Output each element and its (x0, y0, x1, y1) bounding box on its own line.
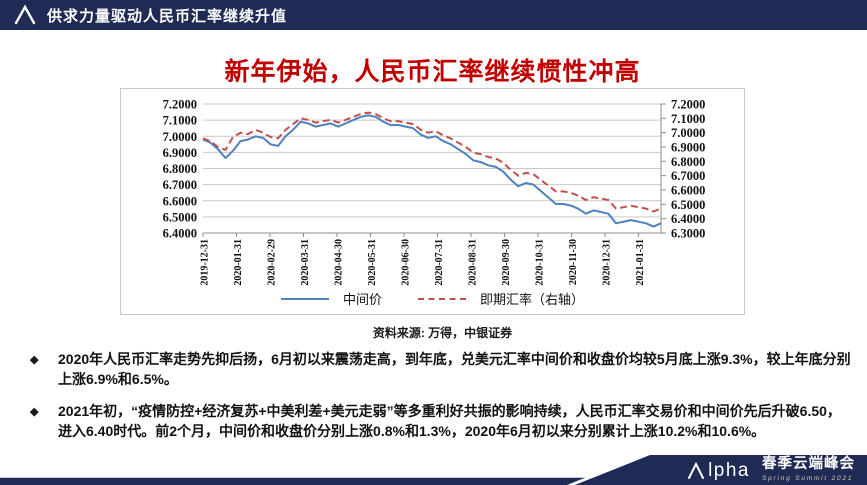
svg-text:7.0000: 7.0000 (163, 130, 197, 144)
svg-text:6.7000: 6.7000 (163, 178, 197, 192)
chart-legend: 中间价 即期汇率（右轴） (121, 289, 744, 308)
svg-text:6.5000: 6.5000 (163, 210, 197, 224)
svg-text:6.9000: 6.9000 (671, 141, 705, 155)
series-left (202, 114, 662, 228)
svg-text:7.1000: 7.1000 (671, 112, 705, 126)
svg-text:7.1000: 7.1000 (163, 114, 197, 128)
svg-text:2020-11-30: 2020-11-30 (568, 239, 579, 285)
event-block: 春季云端峰会 Spring Summit 2021 (762, 456, 855, 483)
gridlines (203, 103, 661, 234)
bullet-text-1: 2020年人民币汇率走势先抑后扬，6月初以来震荡走高，到年底，兑美元汇率中间价和… (58, 351, 851, 387)
svg-text:2020-04-30: 2020-04-30 (334, 239, 345, 286)
svg-text:6.3000: 6.3000 (671, 227, 705, 241)
alpha-logo: lpha (686, 461, 750, 480)
bullet-list: ◆ 2020年人民币汇率走势先抑后扬，6月初以来震荡走高，到年底，兑美元汇率中间… (24, 350, 853, 454)
svg-text:2020-07-31: 2020-07-31 (434, 239, 445, 286)
svg-text:2019-12-31: 2019-12-31 (200, 239, 211, 286)
svg-text:2020-05-31: 2020-05-31 (367, 239, 378, 286)
legend-label-spot: 即期汇率（右轴） (480, 292, 585, 307)
brand-text: lpha (708, 459, 750, 481)
svg-text:6.8000: 6.8000 (163, 162, 197, 176)
svg-text:7.0000: 7.0000 (671, 126, 705, 140)
svg-text:2020-06-30: 2020-06-30 (401, 239, 412, 286)
footer-strip (0, 477, 867, 485)
legend-line-dashed-red (418, 297, 466, 300)
series-lines (202, 111, 662, 228)
list-item: ◆ 2021年初，“疫情防控+经济复苏+中美利差+美元走弱”等多重利好共振的影响… (24, 402, 853, 441)
bullet-text-2: 2021年初，“疫情防控+经济复苏+中美利差+美元走弱”等多重利好共振的影响持续… (58, 403, 841, 439)
axis-labels: 7.20007.10007.00006.90006.80006.70006.60… (163, 98, 706, 286)
event-name: 春季云端峰会 (762, 456, 855, 473)
diamond-bullet-icon: ◆ (30, 354, 39, 366)
svg-text:6.4000: 6.4000 (163, 227, 197, 241)
svg-text:6.8000: 6.8000 (671, 155, 705, 169)
svg-text:6.5000: 6.5000 (671, 198, 705, 212)
chart-plot-area: 7.20007.10007.00006.90006.80006.70006.60… (163, 98, 706, 286)
exchange-rate-chart: 7.2000 7.1000 7.0000 6.9000 6.8000 6.7000 6.60… (120, 88, 745, 315)
list-item: ◆ 2020年人民币汇率走势先抑后扬，6月初以来震荡走高，到年底，兑美元汇率中间… (24, 350, 853, 389)
series-right (202, 111, 662, 213)
svg-text:2020-10-31: 2020-10-31 (535, 239, 546, 286)
svg-text:2020-02-29: 2020-02-29 (267, 239, 278, 286)
svg-text:2020-08-31: 2020-08-31 (468, 239, 479, 286)
svg-text:2020-12-31: 2020-12-31 (602, 239, 613, 286)
svg-text:2020-01-31: 2020-01-31 (233, 239, 244, 286)
event-subtitle: Spring Summit 2021 (762, 475, 854, 483)
source-note: 资料来源: 万得，中银证券 (372, 326, 513, 340)
header-title: 供求力量驱动人民币汇率继续升值 (47, 7, 288, 25)
svg-text:6.9000: 6.9000 (163, 146, 197, 160)
svg-text:6.4000: 6.4000 (671, 212, 705, 226)
legend-label-midprice: 中间价 (342, 292, 382, 307)
alpha-triangle-icon (688, 461, 705, 479)
slide-title: 新年伊始，人民币汇率继续惯性冲高 (224, 58, 641, 86)
svg-text:2020-03-31: 2020-03-31 (300, 239, 311, 286)
svg-text:7.2000: 7.2000 (163, 98, 197, 112)
alpha-triangle-icon (14, 4, 36, 25)
svg-text:2020-09-30: 2020-09-30 (501, 239, 512, 286)
header-bar: 供求力量驱动人民币汇率继续升值 (0, 0, 867, 30)
svg-text:6.6000: 6.6000 (163, 194, 197, 208)
svg-text:2021-01-31: 2021-01-31 (635, 239, 646, 286)
svg-text:6.7000: 6.7000 (671, 169, 705, 183)
svg-text:7.2000: 7.2000 (671, 98, 705, 112)
diamond-bullet-icon: ◆ (30, 406, 39, 419)
legend-line-solid-blue (280, 297, 329, 300)
svg-text:6.6000: 6.6000 (671, 184, 705, 198)
axes (202, 103, 666, 237)
